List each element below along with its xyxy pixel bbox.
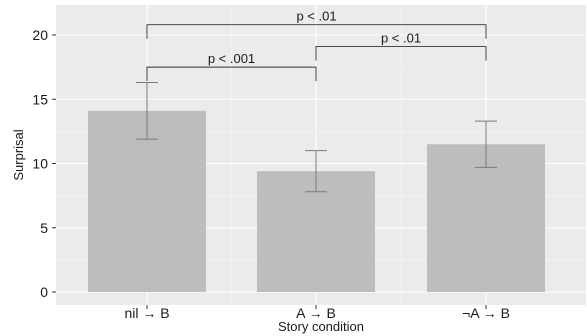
bar (88, 110, 206, 292)
x-axis-title: Story condition (278, 319, 364, 334)
y-axis-title: Surprisal (11, 129, 26, 180)
y-tick-label: 5 (40, 220, 48, 236)
x-tick-label: nil → B (124, 305, 169, 321)
x-axis: nil → B A → B ¬A → B (124, 305, 510, 321)
significance-label: p < .001 (208, 51, 255, 66)
significance-bracket (315, 46, 487, 61)
y-axis: 0 5 10 15 20 (32, 27, 56, 300)
bars (88, 110, 545, 292)
y-tick-label: 20 (32, 27, 48, 43)
y-tick-label: 15 (32, 91, 48, 107)
significance-label: p < .01 (296, 9, 336, 24)
significance-brackets: p < .001 p < .01 p < .01 (146, 9, 487, 82)
significance-bracket (146, 66, 317, 82)
x-tick-label: A → B (296, 305, 336, 321)
bar (427, 144, 545, 292)
error-bars (136, 82, 497, 193)
y-tick-label: 10 (32, 156, 48, 172)
significance-label: p < .01 (381, 31, 421, 46)
x-tick-label: ¬A → B (462, 305, 510, 321)
y-tick-label: 0 (40, 284, 48, 300)
significance-bracket (146, 24, 487, 39)
